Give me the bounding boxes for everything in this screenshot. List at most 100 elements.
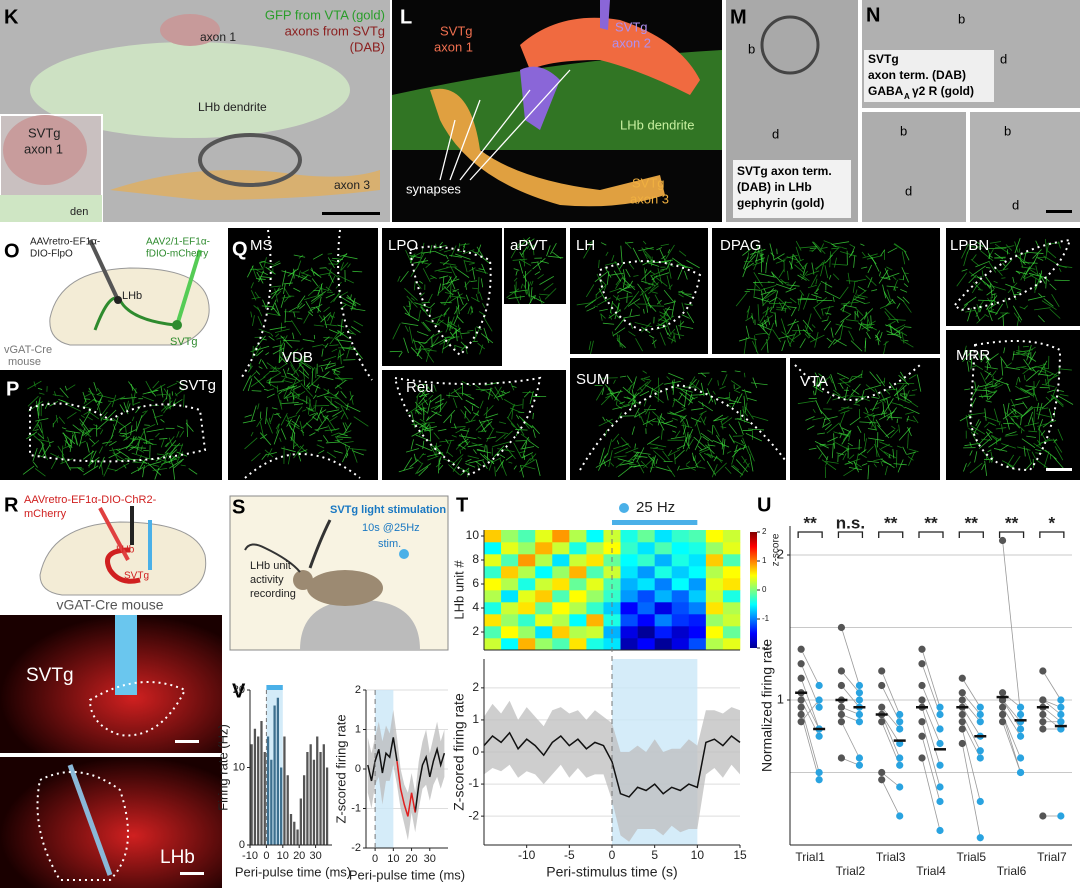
fiber [470, 410, 480, 422]
fiber [684, 303, 693, 306]
fiber [455, 253, 471, 260]
fiber [839, 325, 844, 340]
heat-cell [552, 614, 570, 627]
fluorescence-image [0, 757, 222, 888]
fiber [262, 338, 267, 341]
pair-line [841, 627, 860, 686]
fiber [416, 331, 429, 337]
fiber [345, 404, 361, 413]
fiber [743, 336, 747, 354]
heat-cell [705, 638, 724, 651]
fiber [963, 296, 977, 306]
fiber [848, 373, 863, 383]
fiber [886, 398, 890, 411]
fiber [799, 338, 806, 349]
fiber [284, 393, 300, 399]
tick-label: 30 [424, 853, 436, 865]
fiber [771, 271, 775, 277]
fiber [679, 320, 682, 330]
heat-cell [552, 590, 570, 603]
fiber [293, 415, 300, 428]
fiber [770, 311, 775, 314]
fiber [883, 291, 891, 304]
fiber [660, 268, 667, 271]
fiber [486, 445, 489, 462]
fiber [501, 389, 505, 394]
fiber [640, 378, 646, 382]
fiber [879, 391, 886, 403]
fiber [977, 351, 982, 361]
fiber [667, 332, 671, 337]
fiber [266, 312, 281, 317]
region-outline [88, 681, 187, 737]
label: SVTg [170, 336, 198, 348]
fiber [261, 271, 268, 276]
fiber [332, 257, 343, 260]
fiber [713, 456, 718, 462]
fiber [758, 284, 777, 291]
fiber [37, 433, 44, 439]
heat-cell [518, 542, 536, 555]
dot [976, 718, 984, 726]
fiber [1044, 449, 1057, 460]
fiber [407, 403, 422, 415]
label: SVTg [124, 571, 149, 582]
fiber [865, 312, 872, 329]
fiber [270, 307, 275, 311]
fiber [476, 448, 485, 452]
tick-label: 20 [293, 850, 305, 862]
fiber [130, 383, 134, 391]
fiber [244, 414, 253, 418]
fiber [984, 408, 987, 421]
fiber [339, 433, 348, 437]
fiber [40, 421, 45, 440]
tick-label: 0 [239, 839, 245, 851]
fiber [1020, 406, 1033, 419]
fiber [89, 438, 96, 445]
fiber [959, 413, 973, 422]
fiber [1020, 366, 1035, 372]
fiber [415, 348, 430, 350]
fiber [863, 438, 867, 453]
fiber [413, 419, 429, 430]
fiber [859, 396, 871, 402]
fiber [32, 447, 38, 462]
heat-cell [501, 602, 519, 615]
fiber [987, 449, 992, 453]
label: SVTg [178, 377, 216, 394]
fiber [410, 347, 423, 360]
pair-line [1002, 699, 1021, 730]
fiber [1045, 396, 1052, 403]
fiber [250, 311, 253, 318]
fiber [61, 427, 67, 430]
tick-label: -10 [518, 848, 536, 862]
fiber [867, 428, 877, 431]
fiber [682, 437, 687, 450]
fiber [427, 455, 439, 461]
fiber [534, 271, 541, 276]
fiber [964, 442, 980, 447]
fiber [527, 238, 535, 244]
fiber [809, 334, 825, 343]
fiber [979, 305, 983, 313]
fiber [306, 384, 310, 390]
fiber [689, 381, 704, 393]
fiber [270, 413, 274, 422]
fibers [956, 237, 1073, 326]
fiber [866, 415, 877, 431]
fiber [452, 397, 458, 409]
fiber [821, 459, 837, 471]
fiber [351, 450, 365, 456]
fiber [403, 457, 413, 471]
fiber [94, 398, 97, 403]
fiber [33, 434, 45, 446]
fiber [176, 425, 184, 429]
fiber [438, 270, 452, 274]
tick-label: 0 [762, 585, 767, 594]
fiber [717, 397, 731, 400]
fiber [814, 282, 822, 294]
heat-cell [484, 626, 502, 639]
fiber [449, 254, 462, 258]
fiber [435, 243, 438, 249]
fiber [287, 268, 299, 277]
